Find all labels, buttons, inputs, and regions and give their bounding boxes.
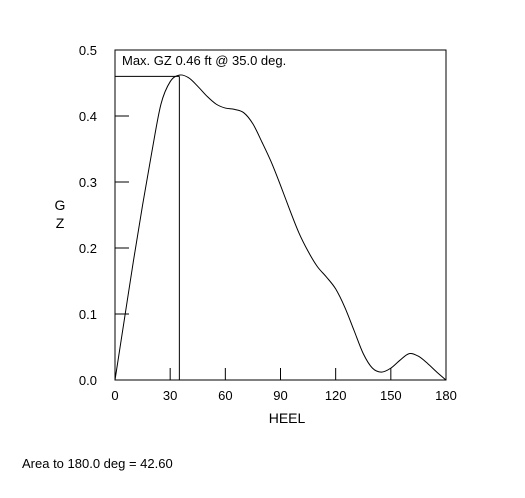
x-tick-label: 60	[218, 388, 232, 403]
x-tick-label: 150	[380, 388, 402, 403]
y-tick-label: 0.2	[79, 241, 97, 256]
gz-series-line	[114, 74, 447, 381]
x-tick-label: 0	[111, 388, 118, 403]
x-tick-label: 30	[163, 388, 177, 403]
area-summary: Area to 180.0 deg = 42.60	[22, 456, 173, 471]
x-tick-label: 120	[325, 388, 347, 403]
y-tick-label: 0.4	[79, 109, 97, 124]
y-tick-label: 0.1	[79, 307, 97, 322]
x-tick-label: 180	[435, 388, 457, 403]
plot-frame	[114, 49, 447, 381]
y-tick-label: 0.0	[79, 373, 97, 388]
y-tick-label: 0.5	[79, 43, 97, 58]
x-axis-ticks: 0 30 60 90 120 150 180	[111, 368, 457, 403]
y-axis-ticks: 0.0 0.1 0.2 0.3 0.4 0.5	[79, 43, 129, 388]
x-axis-label: HEEL	[269, 410, 306, 426]
y-tick-label: 0.3	[79, 175, 97, 190]
max-gz-annotation: Max. GZ 0.46 ft @ 35.0 deg.	[122, 53, 286, 68]
x-tick-label: 90	[273, 388, 287, 403]
